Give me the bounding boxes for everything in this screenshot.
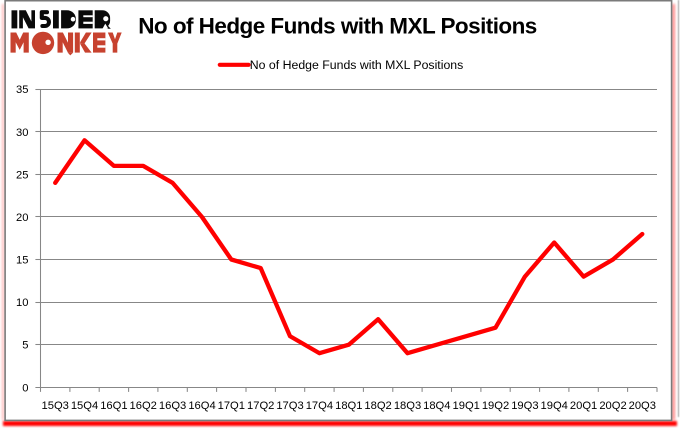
svg-text:10: 10 — [16, 297, 28, 309]
svg-text:5: 5 — [22, 340, 28, 352]
svg-text:16Q3: 16Q3 — [159, 400, 186, 412]
svg-text:18Q3: 18Q3 — [394, 400, 421, 412]
svg-text:16Q2: 16Q2 — [130, 400, 157, 412]
svg-text:20Q3: 20Q3 — [629, 400, 656, 412]
svg-text:17Q1: 17Q1 — [218, 400, 245, 412]
svg-text:17Q4: 17Q4 — [306, 400, 333, 412]
svg-text:16Q1: 16Q1 — [100, 400, 127, 412]
svg-text:18Q2: 18Q2 — [364, 400, 391, 412]
svg-text:19Q2: 19Q2 — [482, 400, 509, 412]
svg-text:18Q1: 18Q1 — [335, 400, 362, 412]
svg-text:No of Hedge Funds with MXL Pos: No of Hedge Funds with MXL Positions — [138, 13, 537, 38]
svg-text:15: 15 — [16, 255, 28, 267]
svg-text:16Q4: 16Q4 — [188, 400, 215, 412]
svg-text:19Q3: 19Q3 — [511, 400, 538, 412]
svg-text:20Q2: 20Q2 — [599, 400, 626, 412]
svg-text:20Q1: 20Q1 — [570, 400, 597, 412]
svg-text:30: 30 — [16, 127, 28, 139]
svg-text:19Q4: 19Q4 — [541, 400, 568, 412]
svg-text:18Q4: 18Q4 — [423, 400, 450, 412]
svg-text:15Q4: 15Q4 — [71, 400, 98, 412]
svg-text:No of Hedge Funds with MXL Pos: No of Hedge Funds with MXL Positions — [250, 58, 463, 72]
svg-text:25: 25 — [16, 169, 28, 181]
svg-text:20: 20 — [16, 212, 28, 224]
svg-text:15Q3: 15Q3 — [42, 400, 69, 412]
svg-text:17Q3: 17Q3 — [276, 400, 303, 412]
svg-text:35: 35 — [16, 84, 28, 96]
svg-text:17Q2: 17Q2 — [247, 400, 274, 412]
svg-text:0: 0 — [22, 382, 28, 394]
svg-text:19Q1: 19Q1 — [453, 400, 480, 412]
